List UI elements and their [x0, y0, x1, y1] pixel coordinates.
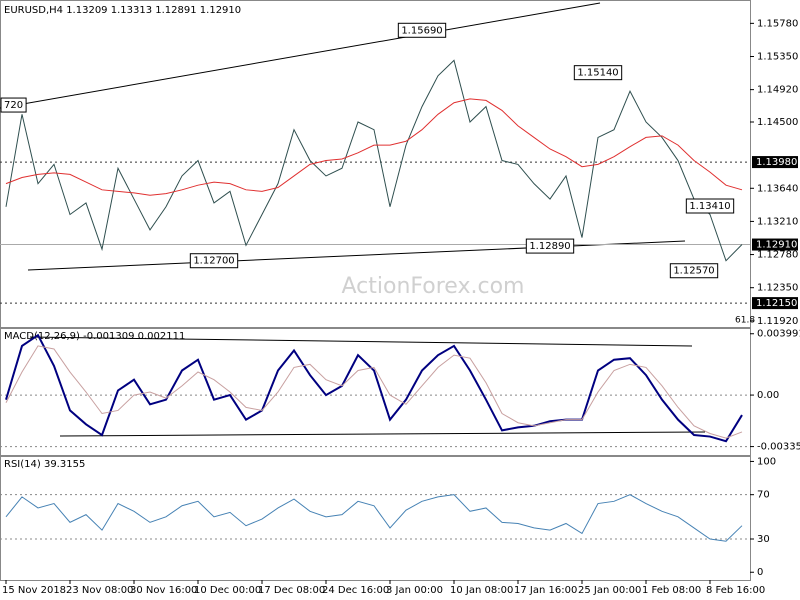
price-label-box: [573, 65, 623, 81]
price-label-box: [525, 238, 575, 254]
x-tick-label: 30 Nov 16:00: [130, 585, 197, 596]
price-label-box: [685, 198, 735, 214]
y-tick-label: 0.00: [757, 390, 779, 401]
y-tick-label: 1.13210: [757, 216, 798, 227]
y-tick-label: 1.12780: [757, 250, 798, 261]
x-tick-label: 25 Jan 00:00: [578, 585, 641, 596]
x-tick-label: 17 Dec 08:00: [258, 585, 325, 596]
rsi-title: RSI(14) 39.3155: [4, 459, 85, 470]
price-label: 1.15690: [401, 25, 442, 36]
y-tick-label: 0.003991: [757, 329, 800, 340]
price-label: 1.12570: [673, 266, 714, 277]
watermark: ActionForex.com: [342, 274, 525, 299]
fib-label: 61.8: [735, 316, 755, 326]
price-label-box: [0, 97, 27, 113]
y-tick-label: 1.13640: [757, 183, 798, 194]
price-label-box: [189, 253, 239, 269]
trendline: [59, 431, 706, 437]
price-label: 1.12700: [193, 256, 234, 267]
x-tick-label: 1 Feb 08:00: [642, 585, 701, 596]
macd-title: MACD(12,26,9) -0.001309 0.002111: [4, 331, 185, 342]
price-label: 1.12890: [529, 241, 570, 252]
series-line: [5, 59, 743, 262]
level-box: [752, 297, 798, 310]
y-tick-label: 30: [757, 534, 770, 545]
y-tick-label: 1.11920: [757, 316, 798, 327]
y-tick-label: 1.12350: [757, 283, 798, 294]
price-label: 720: [4, 100, 23, 111]
x-tick-label: 10 Dec 00:00: [194, 585, 261, 596]
trendline: [29, 336, 693, 347]
x-tick-label: 8 Feb 16:00: [706, 585, 765, 596]
x-tick-label: 15 Nov 2018: [2, 585, 66, 596]
macd-panel: [0, 328, 751, 456]
x-tick-label: 17 Jan 16:00: [514, 585, 577, 596]
y-tick-label: 0: [757, 567, 763, 578]
trendline: [0, 2, 601, 109]
trendline: [27, 240, 686, 271]
y-tick-label: -0.003352: [757, 442, 800, 453]
rsi-panel: [0, 456, 751, 581]
series-line: [5, 333, 743, 443]
x-tick-label: 24 Dec 16:00: [322, 585, 389, 596]
price-label-box: [669, 263, 719, 279]
x-tick-label: 3 Jan 00:00: [386, 585, 443, 596]
y-tick-label: 70: [757, 490, 770, 501]
series-line: [5, 98, 743, 196]
x-tick-label: 23 Nov 08:00: [66, 585, 133, 596]
y-tick-label: 1.15780: [757, 18, 798, 29]
price-panel: [0, 0, 751, 328]
y-tick-label: 1.14920: [757, 85, 798, 96]
x-tick-label: 10 Jan 08:00: [450, 585, 513, 596]
level-label: 1.13980: [756, 157, 797, 168]
price-label: 1.13410: [689, 201, 730, 212]
price-label: 1.15140: [577, 68, 618, 79]
y-tick-label: 1.15350: [757, 51, 798, 62]
y-tick-label: 1.14500: [757, 117, 798, 128]
level-label: 1.12150: [756, 298, 797, 309]
price-label-box: [397, 22, 447, 38]
level-box: [752, 238, 798, 251]
level-label: 1.12910: [756, 240, 797, 251]
y-tick-label: 100: [757, 456, 776, 467]
series-line: [5, 345, 743, 439]
level-box: [752, 156, 798, 169]
price-title: EURUSD,H4 1.13209 1.13313 1.12891 1.1291…: [4, 5, 241, 16]
series-line: [5, 494, 743, 542]
